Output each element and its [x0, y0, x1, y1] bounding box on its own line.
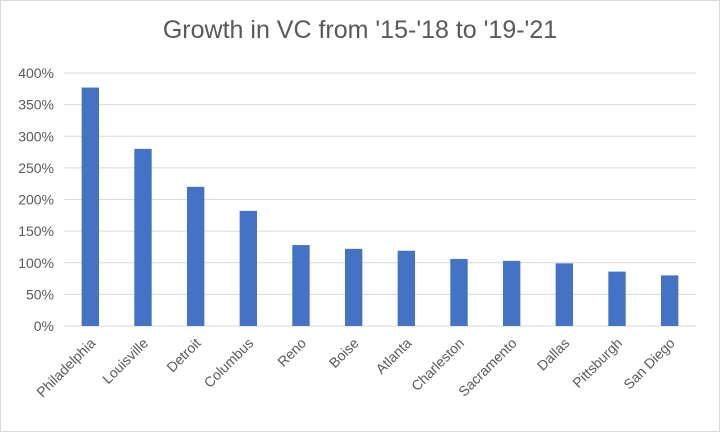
y-tick-label: 200% — [18, 192, 54, 208]
bar-san-diego — [660, 275, 679, 326]
x-tick-label: Columbus — [201, 335, 257, 391]
y-tick-label: 0% — [34, 318, 54, 334]
y-axis-tick-labels: 0% 50% 100% 150% 200% 250% 300% 350% 400% — [18, 65, 54, 334]
chart-title: Growth in VC from '15-'18 to '19-'21 — [162, 16, 558, 44]
y-tick-label: 400% — [18, 65, 54, 81]
bar-reno — [292, 245, 310, 326]
y-tick-label: 350% — [18, 97, 54, 113]
y-tick-label: 100% — [18, 255, 54, 271]
bar-dallas — [555, 263, 574, 326]
bar-pittsburgh — [608, 271, 626, 326]
x-tick-label: Dallas — [534, 335, 573, 374]
bar-louisville — [134, 148, 152, 326]
y-tick-label: 150% — [18, 223, 54, 239]
x-tick-label: Boise — [326, 335, 362, 371]
bar-charleston — [450, 258, 468, 326]
bar-atlanta — [397, 250, 416, 326]
bar-philadelphia — [81, 87, 100, 326]
bar-sacramento — [502, 260, 521, 326]
y-tick-label: 300% — [18, 128, 54, 144]
y-tick-label: 50% — [26, 286, 54, 302]
x-tick-label: San Diego — [620, 335, 678, 393]
gridlines — [64, 72, 696, 327]
x-tick-label: Louisville — [99, 335, 151, 387]
x-tick-label: Atlanta — [372, 335, 414, 377]
y-tick-label: 250% — [18, 160, 54, 176]
bar-detroit — [186, 186, 205, 326]
bars — [81, 87, 679, 326]
x-tick-label: Philadelphia — [33, 335, 98, 400]
x-tick-label: Pittsburgh — [569, 335, 625, 391]
bar-columbus — [239, 210, 258, 326]
bar-boise — [344, 248, 363, 326]
x-tick-label: Reno — [274, 335, 309, 370]
x-tick-label: Detroit — [163, 335, 204, 376]
